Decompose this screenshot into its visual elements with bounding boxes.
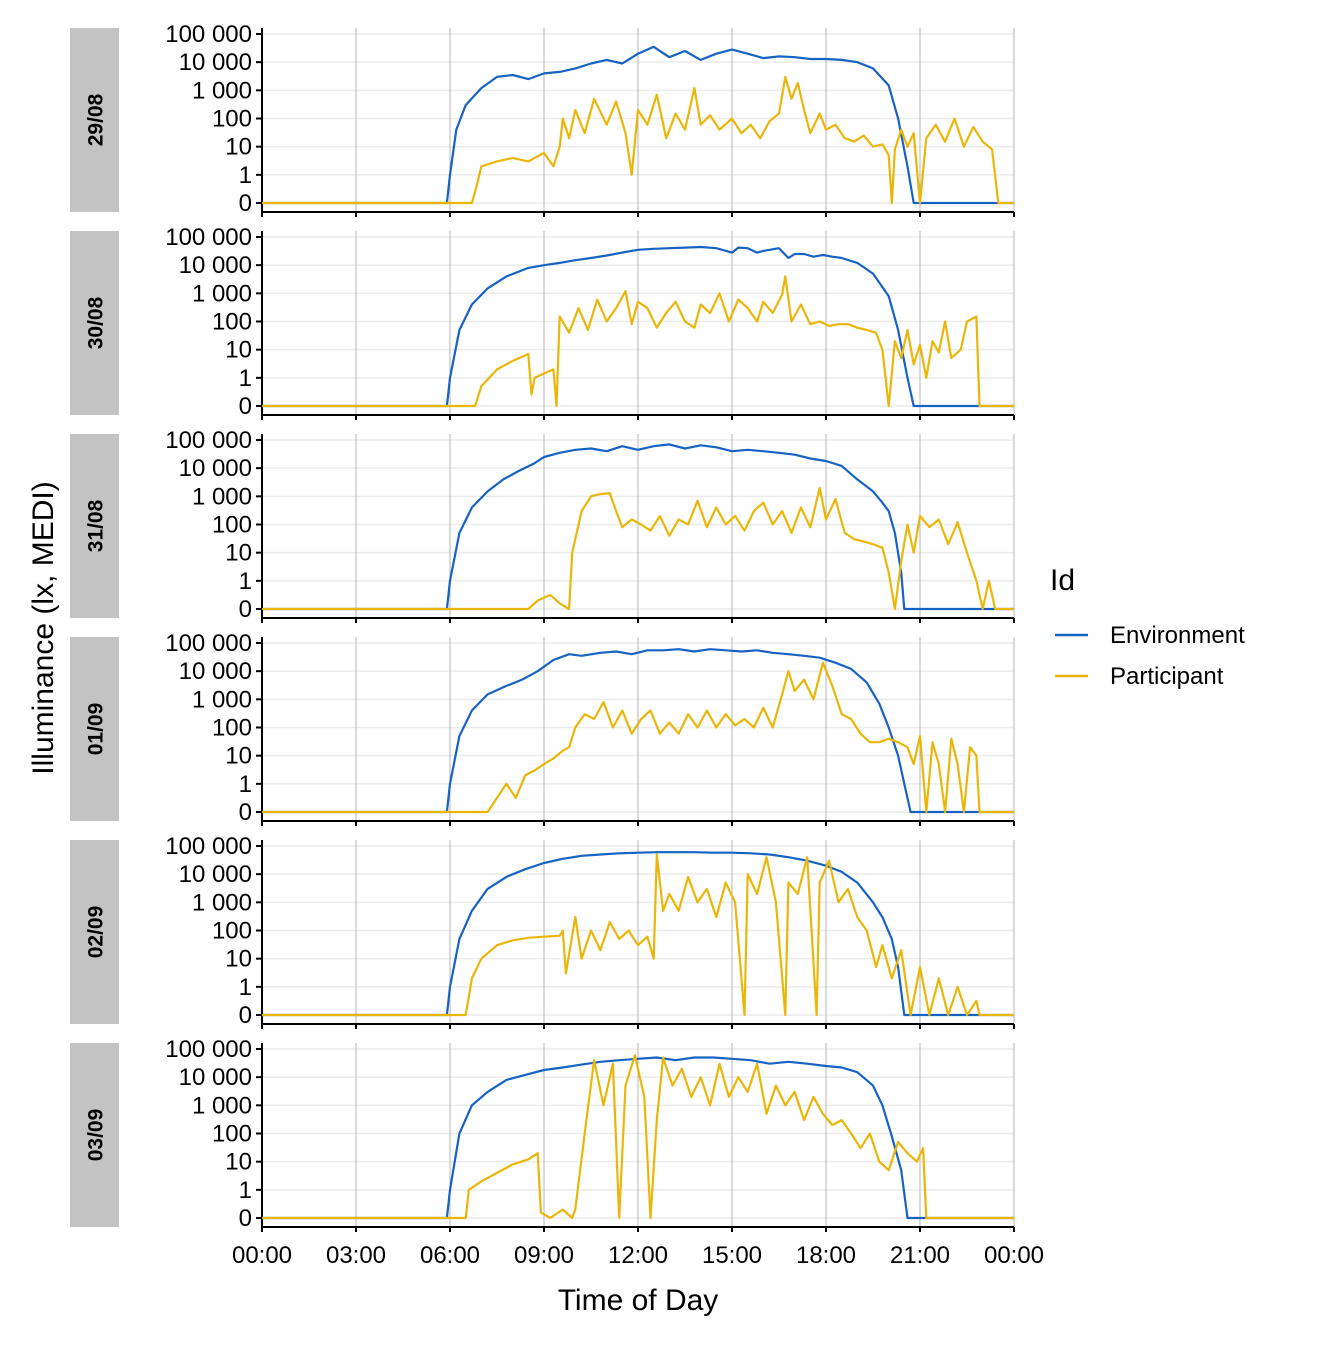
y-tick-label: 1: [239, 1177, 252, 1204]
series-line-participant: [262, 853, 1014, 1017]
x-tick-label: 09:00: [514, 1242, 574, 1269]
legend: Id Environment Participant: [1050, 564, 1245, 690]
x-tick-label: 12:00: [608, 1242, 668, 1269]
y-tick-label: 10: [225, 134, 252, 161]
legend-title: Id: [1050, 564, 1075, 597]
series-line-environment: [262, 245, 1014, 408]
y-tick-label: 100: [212, 309, 252, 336]
y-tick-label: 1: [239, 365, 252, 392]
y-tick-label: 10: [225, 946, 252, 973]
y-tick-label: 100: [212, 715, 252, 742]
series-line-participant: [262, 486, 1014, 611]
series-line-participant: [262, 1054, 1014, 1220]
y-tick-label: 100 000: [165, 630, 252, 657]
legend-label-participant: Participant: [1110, 663, 1224, 690]
y-tick-label: 100: [212, 512, 252, 539]
x-tick-label: 00:00: [984, 1242, 1044, 1269]
y-tick-label: 1 000: [192, 1092, 252, 1119]
y-tick-label: 1 000: [192, 77, 252, 104]
x-tick-label: 06:00: [420, 1242, 480, 1269]
y-tick-label: 10 000: [179, 658, 252, 685]
facet-strip: [70, 840, 119, 1024]
y-tick-label: 1: [239, 568, 252, 595]
x-tick-label: 15:00: [702, 1242, 762, 1269]
y-tick-label: 100: [212, 1121, 252, 1148]
legend-label-environment: Environment: [1110, 622, 1245, 649]
y-tick-label: 1: [239, 974, 252, 1001]
x-tick-label: 21:00: [890, 1242, 950, 1269]
facet-strip: [70, 1043, 119, 1227]
series-line-participant: [262, 661, 1014, 814]
y-tick-label: 10: [225, 540, 252, 567]
series-line-environment: [262, 648, 1014, 814]
x-axis-title: Time of Day: [558, 1284, 719, 1317]
x-tick-label: 03:00: [326, 1242, 386, 1269]
y-tick-label: 1: [239, 771, 252, 798]
facet-strip: [70, 28, 119, 212]
y-tick-label: 10: [225, 337, 252, 364]
y-tick-label: 0: [239, 1205, 252, 1232]
facet-strip-label: 02/09: [85, 906, 108, 959]
y-tick-label: 100 000: [165, 21, 252, 48]
x-tick-label: 00:00: [232, 1242, 292, 1269]
facet-strip-label: 31/08: [85, 499, 108, 552]
y-tick-label: 10 000: [179, 861, 252, 888]
facet-strip: [70, 434, 119, 618]
y-tick-label: 100: [212, 918, 252, 945]
y-tick-label: 100 000: [165, 427, 252, 454]
y-tick-label: 10 000: [179, 1064, 252, 1091]
y-tick-label: 1: [239, 162, 252, 189]
series-line-participant: [262, 75, 1014, 205]
y-tick-label: 10 000: [179, 49, 252, 76]
y-tick-label: 100 000: [165, 224, 252, 251]
y-tick-label: 1 000: [192, 280, 252, 307]
x-axis: 00:00 03:00 06:00 09:00 12:00 15:00 18:00 21:00…: [232, 1242, 1044, 1269]
facet-strip-label: 01/09: [85, 703, 108, 756]
y-tick-label: 0: [239, 596, 252, 623]
y-tick-label: 0: [239, 190, 252, 217]
y-tick-label: 100 000: [165, 833, 252, 860]
facet-strip-label: 30/08: [85, 296, 108, 349]
series-line-environment: [262, 45, 1014, 205]
y-tick-label: 100: [212, 106, 252, 133]
facet-strip: [70, 231, 119, 415]
series-line-environment: [262, 443, 1014, 611]
x-tick-label: 18:00: [796, 1242, 856, 1269]
series-line-participant: [262, 275, 1014, 408]
y-tick-label: 0: [239, 799, 252, 826]
y-tick-label: 10: [225, 1149, 252, 1176]
series-line-environment: [262, 851, 1014, 1017]
facet-strip-label: 03/09: [85, 1109, 108, 1162]
y-tick-label: 1 000: [192, 483, 252, 510]
facet-strip: [70, 637, 119, 821]
y-tick-label: 10 000: [179, 455, 252, 482]
y-tick-label: 0: [239, 393, 252, 420]
y-tick-label: 1 000: [192, 889, 252, 916]
y-tick-label: 10 000: [179, 252, 252, 279]
y-tick-label: 0: [239, 1002, 252, 1029]
y-tick-label: 10: [225, 743, 252, 770]
facet-strip-label: 29/08: [85, 93, 108, 146]
y-axis-title: Illuminance (lx, MEDI): [27, 481, 60, 774]
y-tick-label: 1 000: [192, 686, 252, 713]
y-tick-label: 100 000: [165, 1036, 252, 1063]
series-line-environment: [262, 1056, 1014, 1220]
